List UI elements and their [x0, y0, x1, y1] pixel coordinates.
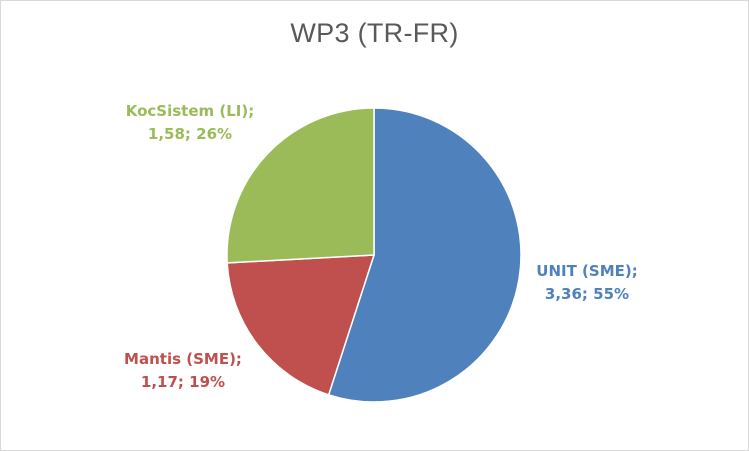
- pie-slice-unit: [327, 107, 522, 403]
- data-label-unit: UNIT (SME); 3,36; 55%: [512, 260, 662, 306]
- data-label-unit-name: UNIT (SME);: [536, 262, 638, 280]
- data-label-mantis-value: 1,17; 19%: [140, 373, 226, 391]
- chart-title: WP3 (TR-FR): [290, 18, 459, 48]
- pie-slice-kocsistem: [226, 107, 375, 264]
- pie-slice-mantis: [226, 254, 376, 396]
- data-label-kocsistem: KocSistem (LI); 1,58; 26%: [110, 100, 270, 146]
- data-label-mantis: Mantis (SME); 1,17; 19%: [103, 348, 263, 394]
- data-label-kocsistem-name: KocSistem (LI);: [125, 102, 255, 120]
- data-label-kocsistem-value: 1,58; 26%: [147, 125, 233, 143]
- data-label-unit-value: 3,36; 55%: [544, 285, 630, 303]
- data-label-mantis-name: Mantis (SME);: [124, 350, 242, 368]
